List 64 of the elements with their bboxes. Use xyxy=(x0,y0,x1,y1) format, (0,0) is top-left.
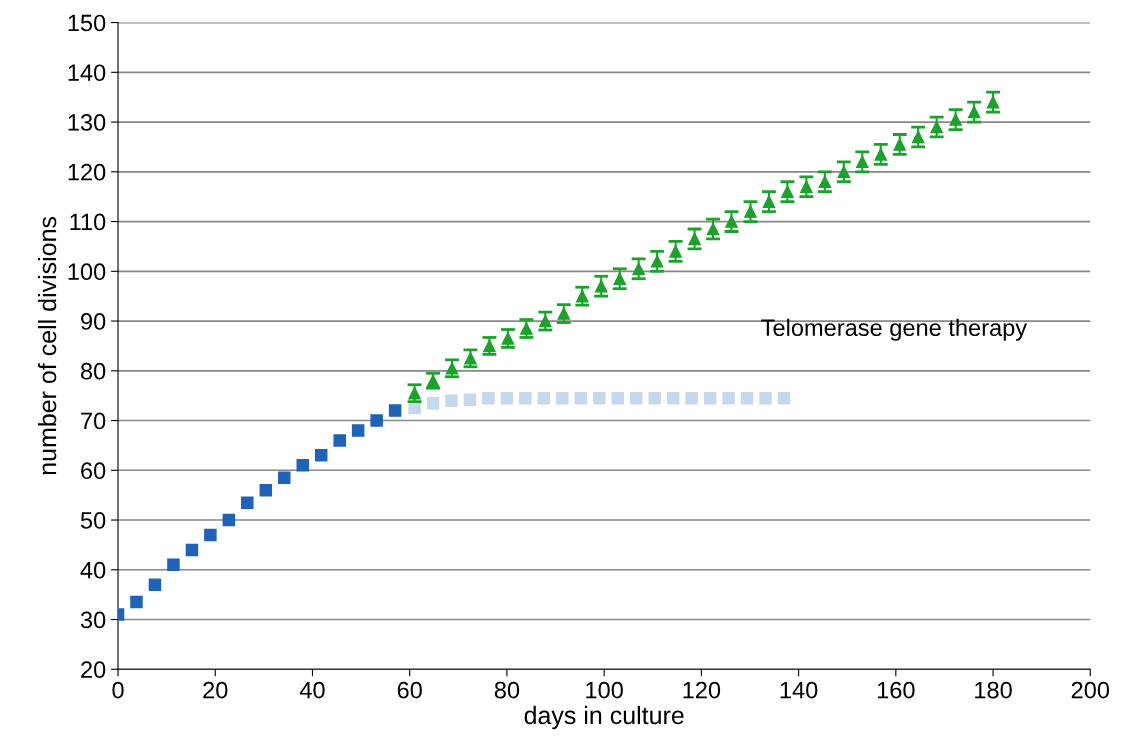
y-tick-label: 100 xyxy=(68,263,106,281)
y-tick-label: 110 xyxy=(70,213,106,231)
x-tick-label: 60 xyxy=(397,681,422,699)
point xyxy=(204,528,217,542)
point xyxy=(759,391,772,405)
point xyxy=(574,391,588,405)
point xyxy=(351,424,365,437)
y-tick-label: 50 xyxy=(80,512,106,529)
y-tick-label: 70 xyxy=(81,412,106,430)
point xyxy=(445,394,458,407)
point xyxy=(777,391,791,405)
y-tick-label: 140 xyxy=(68,64,106,82)
point xyxy=(537,391,551,405)
point xyxy=(130,595,143,609)
x-tick-label: 140 xyxy=(780,681,818,699)
y-tick-label: 60 xyxy=(81,462,106,480)
point xyxy=(333,434,346,447)
point xyxy=(685,391,698,405)
y-tick-label: 20 xyxy=(81,661,106,679)
point xyxy=(388,404,402,417)
point xyxy=(259,483,273,497)
point xyxy=(611,391,625,405)
point xyxy=(482,391,495,405)
y-tick-label: 30 xyxy=(80,611,106,629)
y-axis-title: number of cell divisions xyxy=(37,216,57,475)
y-tick-label: 90 xyxy=(81,313,106,330)
x-tick-label: 200 xyxy=(1071,681,1110,699)
point xyxy=(241,496,254,509)
point xyxy=(722,391,735,405)
point xyxy=(167,558,180,572)
y-tick-label: 120 xyxy=(68,163,106,181)
point xyxy=(593,391,606,405)
text: Telomerase gene therapy xyxy=(761,318,1028,341)
point xyxy=(408,401,421,415)
point xyxy=(148,578,162,591)
point xyxy=(463,393,477,406)
point xyxy=(556,391,569,405)
point xyxy=(500,391,514,405)
point xyxy=(296,459,310,472)
point xyxy=(426,396,440,410)
point xyxy=(185,543,199,557)
x-tick-label: 100 xyxy=(586,681,623,699)
y-tick-label: 40 xyxy=(80,561,106,579)
x-tick-label: 180 xyxy=(975,681,1012,699)
point xyxy=(703,391,717,405)
point xyxy=(222,513,236,527)
point xyxy=(740,391,754,405)
x-axis-title: days in culture xyxy=(524,705,684,730)
y-tick-label: 150 xyxy=(68,14,106,32)
y-tick-label: 130 xyxy=(68,114,106,131)
point xyxy=(666,391,680,405)
point xyxy=(370,414,383,427)
x-tick-label: 0 xyxy=(112,681,124,699)
x-tick-label: 120 xyxy=(683,681,721,699)
point xyxy=(519,391,532,405)
x-tick-label: 80 xyxy=(494,681,520,699)
y-tick-label: 80 xyxy=(80,362,106,380)
x-tick-label: 40 xyxy=(299,681,325,699)
point xyxy=(629,391,643,405)
point xyxy=(278,471,291,485)
x-tick-label: 20 xyxy=(203,681,228,699)
point xyxy=(314,449,328,462)
x-tick-label: 160 xyxy=(877,681,915,699)
point xyxy=(648,391,661,405)
